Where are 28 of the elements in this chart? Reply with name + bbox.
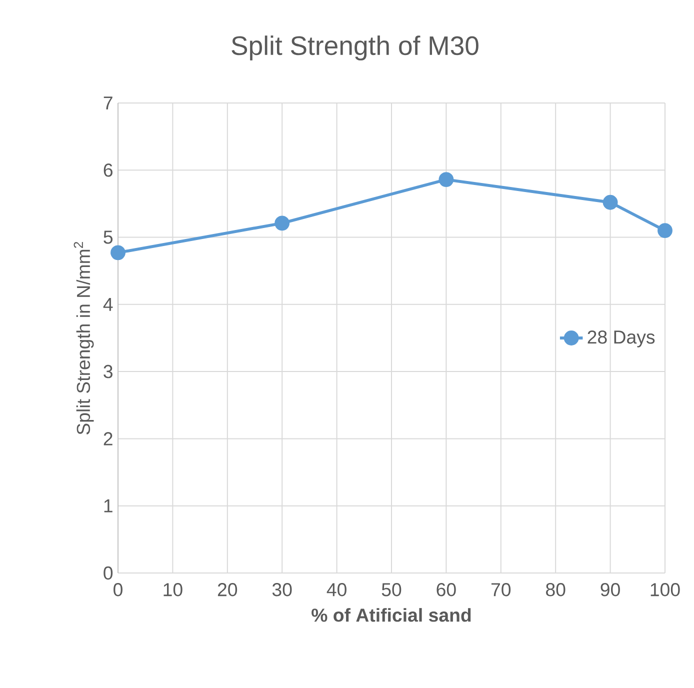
- x-axis-title: % of Atificial sand: [312, 608, 471, 622]
- point: [602, 194, 618, 210]
- x-tick-label: 100: [650, 583, 680, 596]
- y-axis-title: Split Strength in N/mm$^{2}$: [74, 242, 94, 434]
- y-tick-label: 7: [104, 96, 112, 110]
- x-tick-label: 0: [114, 583, 122, 596]
- x-tick-label: 40: [326, 583, 346, 596]
- point: [110, 245, 126, 260]
- x-tick-label: 10: [164, 583, 182, 596]
- y-tick-label: 4: [103, 298, 113, 311]
- x-tick-label: 60: [436, 583, 456, 596]
- point: [438, 172, 454, 188]
- y-tick-label: 6: [104, 164, 112, 177]
- point: [658, 223, 672, 238]
- y-tick-label: 2: [104, 432, 112, 446]
- y-tick-label: 5: [104, 230, 113, 244]
- legend-label: 28 Days: [588, 330, 655, 348]
- x-tick-label: 50: [382, 583, 402, 596]
- y-tick-label: 3: [104, 364, 112, 378]
- x-tick-label: 30: [272, 583, 292, 596]
- x-tick-label: 70: [491, 583, 511, 596]
- y-tick-label: 1: [104, 499, 112, 512]
- x-tick-label: 90: [600, 583, 620, 596]
- point: [274, 216, 290, 231]
- chart-title: Split Strength of M30: [232, 36, 478, 60]
- y-tick-label: 0: [104, 566, 113, 580]
- x-tick-label: 20: [218, 583, 238, 596]
- x-tick-label: 80: [546, 583, 566, 596]
